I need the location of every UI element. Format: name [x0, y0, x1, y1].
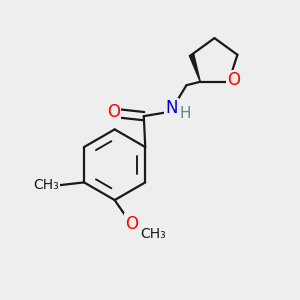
Text: CH₃: CH₃	[33, 178, 59, 192]
Text: CH₃: CH₃	[140, 227, 166, 241]
Text: H: H	[179, 106, 191, 121]
Text: O: O	[227, 71, 241, 89]
Text: O: O	[107, 103, 120, 121]
Text: N: N	[166, 99, 178, 117]
Text: O: O	[125, 214, 139, 232]
Polygon shape	[189, 54, 200, 82]
